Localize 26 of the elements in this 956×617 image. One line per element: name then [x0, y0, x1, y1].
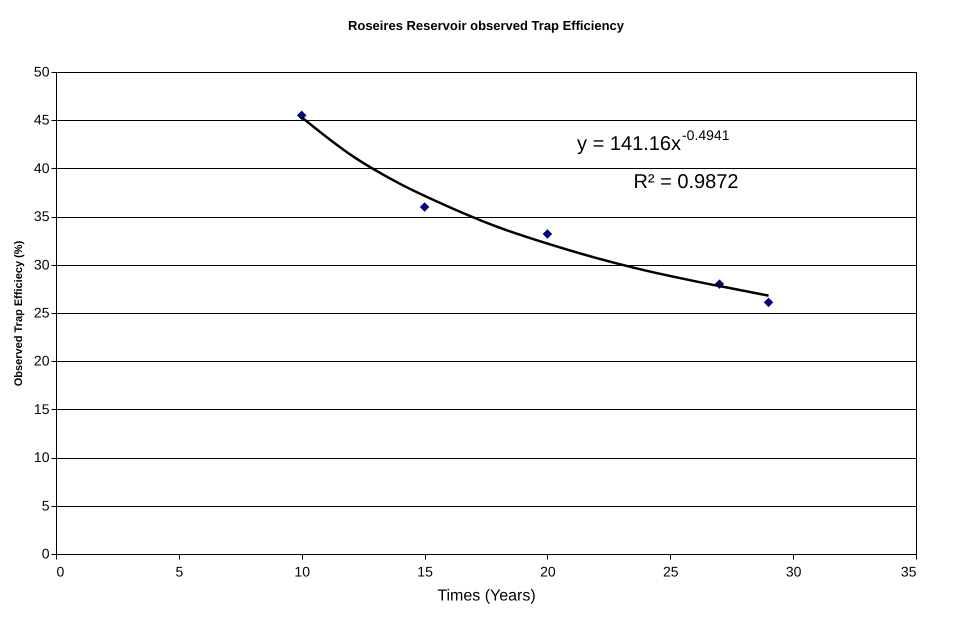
y-tick-label: 35 — [34, 208, 50, 224]
point — [420, 202, 430, 212]
x-tick-label: 35 — [900, 564, 917, 580]
x-tick-label: 20 — [540, 564, 556, 580]
y-tick-label: 50 — [34, 64, 50, 80]
x-tick-label: 15 — [417, 564, 434, 580]
chart-title: Roseires Reservoir observed Trap Efficiency — [348, 18, 625, 33]
y-tick-label: 45 — [34, 112, 50, 128]
x-tick-label: 5 — [175, 564, 184, 580]
y-tick-label: 20 — [34, 352, 50, 369]
y-tick-label: 40 — [34, 160, 50, 176]
y-tick-label: 10 — [34, 449, 50, 466]
y-tick-label: 15 — [34, 400, 50, 417]
y-tick-label: 0 — [42, 546, 50, 562]
y-tick-label: 25 — [34, 304, 50, 320]
y-axis-title: Observed Trap Efficiecy (%) — [12, 240, 25, 386]
annotation: R² = 0.9872 — [633, 171, 739, 193]
x-tick-label: 25 — [662, 564, 679, 580]
x-tick-label: 10 — [294, 564, 310, 580]
y-tick-label: 30 — [34, 256, 50, 272]
x-tick-label: 30 — [786, 564, 802, 580]
x-axis-title: Times (Years) — [437, 588, 536, 604]
y-tick-label: 5 — [42, 497, 50, 514]
x-tick-label: 0 — [56, 564, 64, 580]
point — [542, 229, 552, 239]
point — [764, 298, 774, 308]
